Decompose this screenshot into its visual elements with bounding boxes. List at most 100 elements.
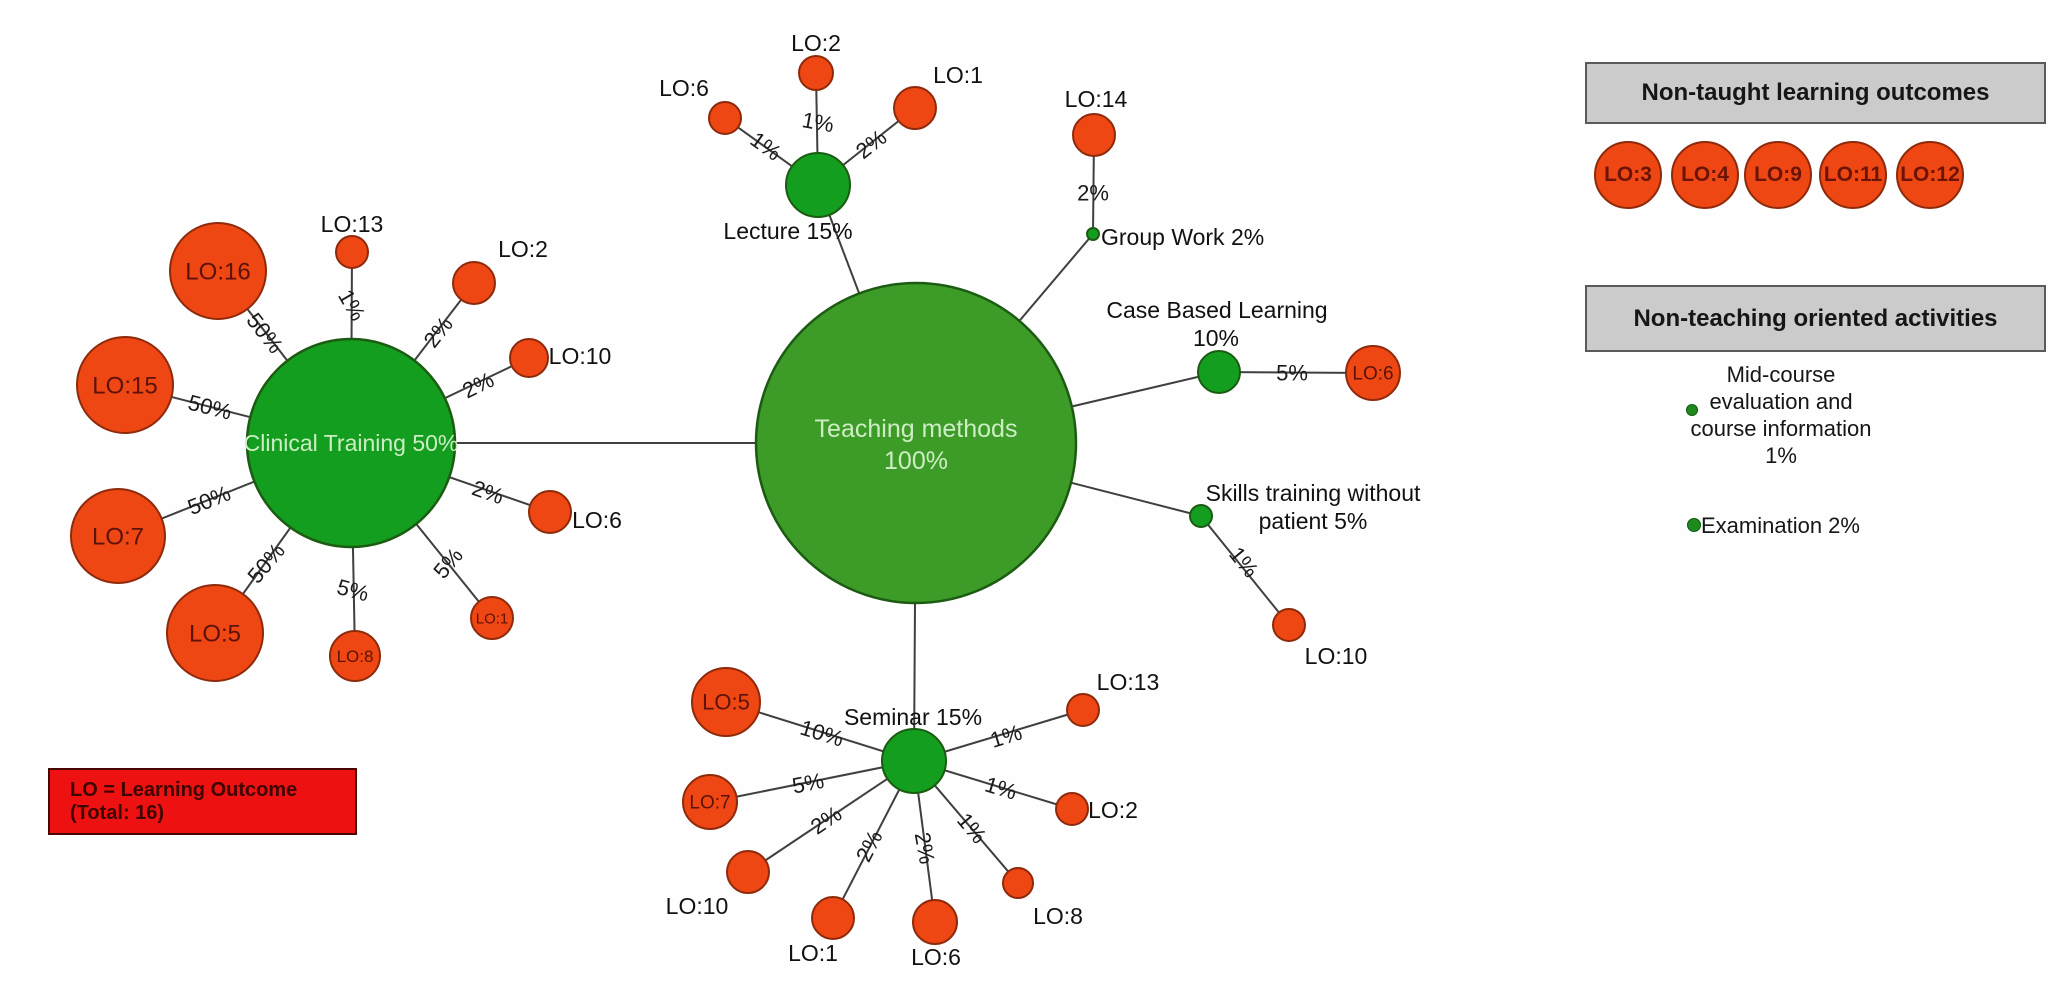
edge-label-clinical-c8: 5% bbox=[334, 574, 371, 606]
mid-course-line: Mid-course bbox=[1726, 362, 1836, 387]
node-ext-label-lecture: Lecture 15% bbox=[723, 218, 852, 244]
node-m6 bbox=[912, 899, 958, 945]
node-m7 bbox=[682, 774, 738, 830]
node-m1 bbox=[811, 896, 855, 940]
node-label-c8: LO:8 bbox=[337, 647, 374, 666]
node-ext-label-l2: LO:2 bbox=[791, 30, 841, 56]
node-c13 bbox=[335, 235, 369, 269]
node-c5 bbox=[166, 584, 264, 682]
node-ext-label-m1: LO:1 bbox=[788, 940, 838, 966]
lo-label: LO:12 bbox=[1900, 163, 1960, 186]
edge-seminar-m7 bbox=[709, 760, 915, 803]
node-s10 bbox=[1272, 608, 1306, 642]
node-label-c7: LO:7 bbox=[92, 523, 144, 550]
edge-label-clinical-c1: 5% bbox=[428, 543, 468, 583]
edge-label-cbl-b6: 5% bbox=[1276, 361, 1308, 386]
edge-label-clinical-c16: 50% bbox=[241, 308, 288, 358]
node-c1 bbox=[470, 596, 514, 640]
edge-label-clinical-c7: 50% bbox=[184, 480, 234, 520]
node-b6 bbox=[1345, 345, 1401, 401]
node-sublabel-teaching: 100% bbox=[884, 447, 948, 475]
node-c10 bbox=[509, 338, 549, 378]
node-label-m5: LO:5 bbox=[702, 690, 750, 715]
node-ext-label-c10: LO:10 bbox=[549, 343, 612, 369]
node-label-c15: LO:15 bbox=[92, 372, 157, 399]
node-label-teaching: Teaching methods bbox=[815, 415, 1018, 443]
mid-course-activity: Mid-course evaluation and course informa… bbox=[1661, 361, 1901, 469]
node-ext-label-g14: LO:14 bbox=[1065, 86, 1128, 112]
node-ext-label-m8: LO:8 bbox=[1033, 903, 1083, 929]
node-ext-label-groupwork: Group Work 2% bbox=[1101, 224, 1264, 250]
edge-seminar-m10 bbox=[747, 760, 915, 873]
node-c8 bbox=[329, 630, 381, 682]
node-label-m7: LO:7 bbox=[689, 793, 730, 814]
lo-label: LO:4 bbox=[1681, 163, 1729, 186]
node-c6 bbox=[528, 490, 572, 534]
node-lecture bbox=[785, 152, 851, 218]
non-taught-lo-circle: LO:4 bbox=[1671, 141, 1739, 209]
node-seminar bbox=[881, 728, 947, 794]
node-ext-label-c13: LO:13 bbox=[321, 211, 384, 237]
node-m8 bbox=[1002, 867, 1034, 899]
mid-course-line: course information bbox=[1690, 416, 1872, 441]
edge-skills-s10 bbox=[1200, 515, 1290, 626]
node-l6 bbox=[708, 101, 742, 135]
edge-label-clinical-c13: 1% bbox=[333, 285, 371, 325]
non-taught-lo-circle: LO:12 bbox=[1896, 141, 1964, 209]
edge-label-clinical-c6: 2% bbox=[469, 475, 507, 509]
node-ext-label-seminar: Seminar 15% bbox=[844, 704, 982, 730]
node-m2 bbox=[1055, 792, 1089, 826]
edge-label-seminar-m5: 10% bbox=[797, 715, 846, 752]
edge-label-lecture-l6: 1% bbox=[746, 127, 786, 166]
node-c2 bbox=[452, 261, 496, 305]
node-ext-label-s10: LO:10 bbox=[1305, 643, 1368, 669]
node-ext-label-m10: LO:10 bbox=[666, 893, 729, 919]
node-ext-label-skills: patient 5% bbox=[1259, 508, 1368, 534]
non-taught-lo-circle: LO:11 bbox=[1819, 141, 1887, 209]
node-ext-label-m6: LO:6 bbox=[911, 944, 961, 970]
non-taught-outcomes-title: Non-taught learning outcomes bbox=[1641, 79, 1990, 106]
node-ext-label-m2: LO:2 bbox=[1088, 797, 1138, 823]
examination-bullet-icon bbox=[1687, 518, 1701, 532]
node-ext-label-c6: LO:6 bbox=[572, 507, 622, 533]
edge-label-seminar-m2: 1% bbox=[982, 772, 1020, 805]
node-label-c5: LO:5 bbox=[189, 620, 241, 647]
node-ext-label-skills: Skills training without bbox=[1206, 480, 1421, 506]
edge-label-clinical-c10: 2% bbox=[458, 367, 498, 403]
node-skills bbox=[1189, 504, 1213, 528]
node-g14 bbox=[1072, 113, 1116, 157]
lo-label: LO:9 bbox=[1754, 163, 1802, 186]
legend-box: LO = Learning Outcome (Total: 16) bbox=[48, 768, 357, 835]
node-m5 bbox=[691, 667, 761, 737]
node-l1 bbox=[893, 86, 937, 130]
non-taught-outcomes-header: Non-taught learning outcomes bbox=[1585, 62, 2046, 124]
node-l2 bbox=[798, 55, 834, 91]
lo-label: LO:11 bbox=[1823, 163, 1883, 186]
examination-activity: Examination 2% bbox=[1701, 513, 1860, 538]
edge-label-clinical-c5: 50% bbox=[242, 538, 289, 588]
edge-label-skills-s10: 1% bbox=[1224, 542, 1263, 582]
edge-label-seminar-m6: 2% bbox=[910, 830, 940, 866]
non-taught-lo-circle: LO:9 bbox=[1744, 141, 1812, 209]
edge-label-groupwork-g14: 2% bbox=[1077, 181, 1109, 206]
node-clinical bbox=[245, 337, 457, 549]
lo-label: LO:3 bbox=[1604, 163, 1652, 186]
node-ext-label-m13: LO:13 bbox=[1097, 669, 1160, 695]
legend-text: LO = Learning Outcome (Total: 16) bbox=[70, 778, 298, 824]
node-label-c16: LO:16 bbox=[185, 258, 250, 285]
node-c7 bbox=[70, 488, 166, 584]
non-teaching-activities-header: Non-teaching oriented activities bbox=[1585, 285, 2046, 352]
mid-course-bullet-icon bbox=[1686, 404, 1698, 416]
node-c15 bbox=[76, 336, 174, 434]
node-ext-label-l6: LO:6 bbox=[659, 75, 709, 101]
non-teaching-activities-title: Non-teaching oriented activities bbox=[1633, 304, 1998, 332]
node-label-clinical: Clinical Training 50% bbox=[244, 430, 459, 456]
node-ext-label-c2: LO:2 bbox=[498, 236, 548, 262]
node-ext-label-cbl: Case Based Learning bbox=[1106, 297, 1327, 323]
edge-label-seminar-m1: 2% bbox=[851, 826, 888, 866]
edge-label-seminar-m13: 1% bbox=[987, 720, 1025, 753]
node-c16 bbox=[169, 222, 267, 320]
edge-label-seminar-m7: 5% bbox=[790, 768, 826, 799]
edge-label-seminar-m10: 2% bbox=[806, 801, 846, 840]
